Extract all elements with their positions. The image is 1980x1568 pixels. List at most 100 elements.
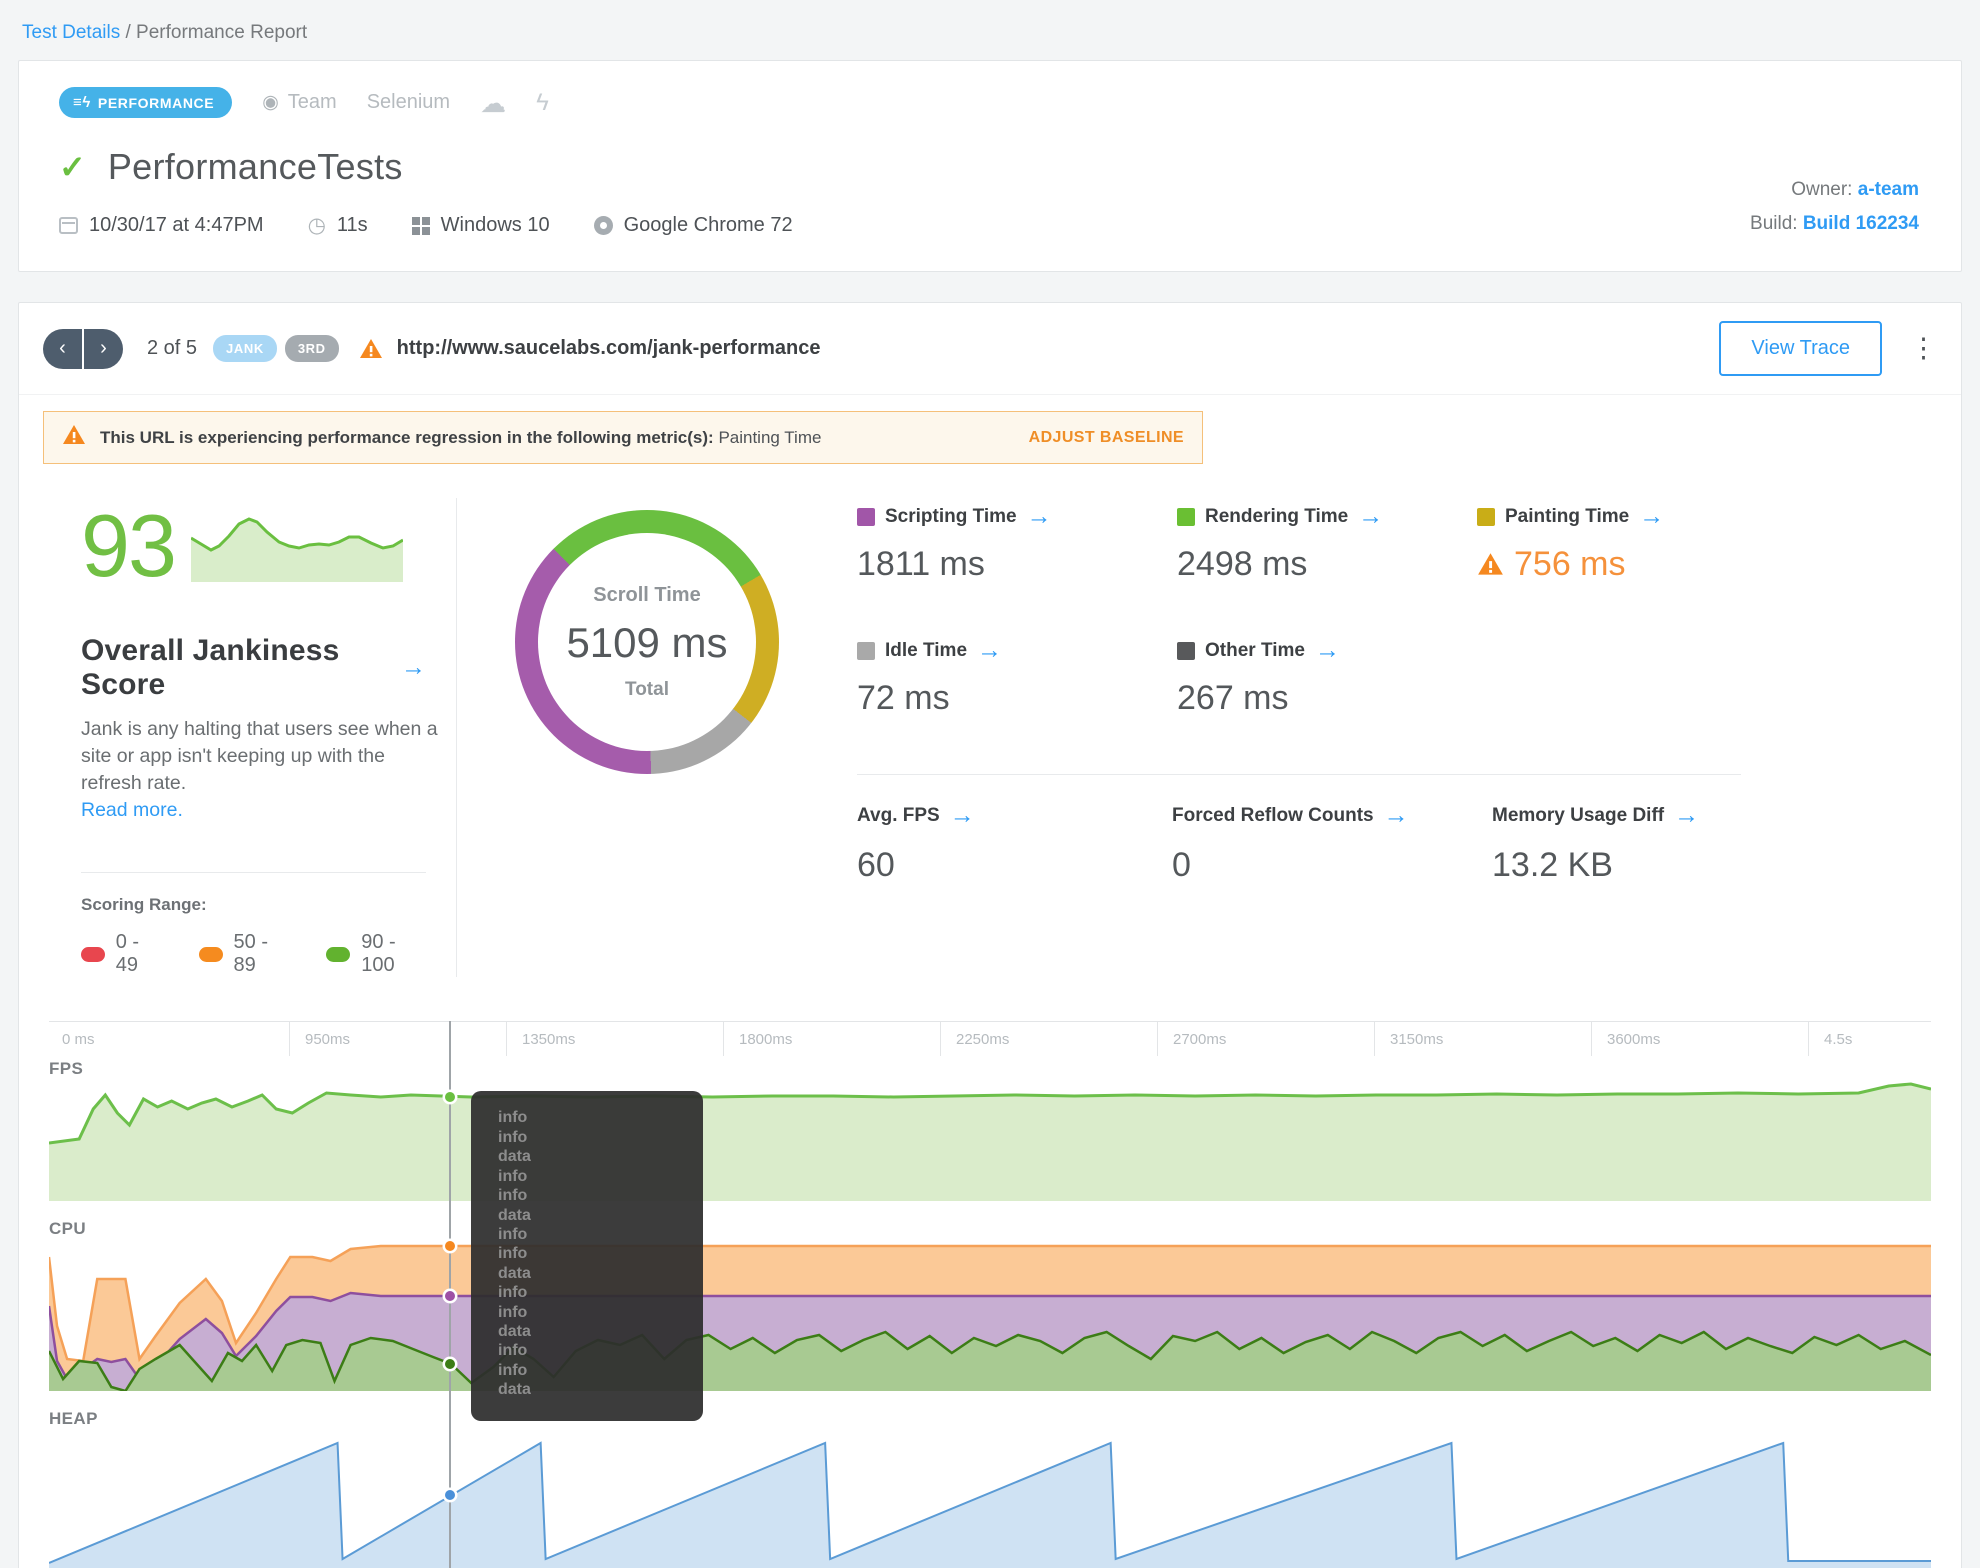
painting-value-row: 756 ms (1477, 545, 1937, 584)
range-high: 90 - 100 (326, 931, 426, 977)
breadcrumb: Test Details / Performance Report (0, 0, 1980, 60)
metrics-column: Scripting Time → 1811 ms Rendering Time … (793, 498, 1937, 977)
passed-check-icon: ✓ (59, 149, 86, 185)
cpu-scripting-cursor-marker (445, 1291, 455, 1302)
timeline-section: 0 ms 950ms 1350ms 1800ms 2250ms 2700ms 3150ms 3… (19, 1021, 1961, 1568)
adjust-baseline-button[interactable]: ADJUST BASELINE (1028, 428, 1184, 446)
cloud-icon: ☁ (480, 87, 507, 118)
url-position: 2 of 5 (147, 337, 198, 359)
forced-reflow-detail-arrow-icon[interactable]: → (1383, 801, 1409, 829)
tooltip-row: data (498, 1148, 531, 1166)
score-divider (81, 872, 426, 874)
breadcrumb-test-details-link[interactable]: Test Details (22, 22, 121, 43)
banner-warning-icon (62, 423, 86, 452)
ruler-tick-line (723, 1022, 724, 1057)
windows-icon (411, 216, 430, 235)
jank-badge: JANK (213, 335, 277, 362)
ruler-tick-line (1157, 1022, 1158, 1057)
ruler-tick-label: 3600ms (1607, 1031, 1661, 1049)
ruler-tick-line (289, 1022, 290, 1057)
regression-banner: This URL is experiencing performance reg… (43, 411, 1203, 464)
pagination-arrows: ‹ › (43, 328, 123, 369)
heap-chart (49, 1431, 1931, 1568)
metric-rendering-time: Rendering Time → 2498 ms (1177, 504, 1477, 584)
scripting-value: 1811 ms (857, 545, 985, 583)
owner-line: Owner: a-team (1750, 173, 1919, 207)
title-row: ✓ PerformanceTests (59, 146, 1921, 188)
idle-swatch (857, 641, 875, 660)
meta-row: 10/30/17 at 4:47PM ◷ 11s Windows 10 Goog… (59, 214, 1921, 237)
metrics-row-2: Idle Time → 72 ms Other Time → 267 ms (857, 638, 1937, 718)
metric-idle-time: Idle Time → 72 ms (857, 638, 1177, 718)
painting-warning-icon (1478, 553, 1503, 575)
badge-row: ≡ϟ PERFORMANCE ◉ Team Selenium ☁ ϟ (59, 87, 1921, 118)
owner-link[interactable]: a-team (1857, 179, 1919, 200)
cpu-other-cursor-marker (445, 1241, 455, 1252)
jankiness-heading-row: Overall Jankiness Score → (81, 634, 426, 702)
scroll-time-donut-column: Scroll Time 5109 ms Total (457, 498, 793, 977)
range-low: 0 - 49 (81, 931, 161, 977)
other-swatch (1177, 641, 1195, 660)
metrics-row-1: Scripting Time → 1811 ms Rendering Time … (857, 504, 1937, 584)
read-more-link[interactable]: Read more. (81, 799, 183, 822)
idle-detail-arrow-icon[interactable]: → (977, 636, 1003, 664)
view-trace-button[interactable]: View Trace (1719, 321, 1882, 376)
memory-diff-detail-arrow-icon[interactable]: → (1674, 801, 1700, 829)
chrome-icon (593, 216, 613, 235)
team-indicator: ◉ Team (262, 91, 337, 114)
jankiness-detail-arrow-icon[interactable]: → (401, 653, 426, 682)
ruler-tick-label: 0 ms (62, 1031, 95, 1049)
url-text: http://www.saucelabs.com/jank-performanc… (396, 337, 821, 359)
jankiness-description: Jank is any halting that users see when … (81, 717, 438, 795)
range-low-label: 0 - 49 (115, 931, 140, 977)
calendar-icon (59, 217, 78, 234)
jankiness-score-value: 93 (81, 496, 177, 595)
other-detail-arrow-icon[interactable]: → (1314, 636, 1340, 664)
meta-browser: Google Chrome 72 (593, 214, 793, 237)
ruler-tick-label: 3150ms (1390, 1031, 1444, 1049)
painting-label: Painting Time (1505, 505, 1630, 527)
donut-total-value: 5109 ms (566, 618, 728, 666)
heap-section-label: HEAP (49, 1409, 98, 1429)
prev-url-button[interactable]: ‹ (43, 328, 82, 369)
timeline-tooltip: info info data info info data info info data info… (471, 1091, 703, 1422)
cpu-chart (49, 1241, 1931, 1392)
fps-cursor-marker (445, 1092, 455, 1103)
idle-value: 72 ms (857, 679, 950, 717)
jankiness-title: Overall Jankiness Score (81, 633, 340, 701)
banner-message: This URL is experiencing performance reg… (100, 428, 821, 448)
third-party-badge: 3RD (284, 335, 339, 362)
test-title: PerformanceTests (107, 146, 403, 187)
rendering-value: 2498 ms (1177, 545, 1308, 583)
metric-avg-fps: Avg. FPS → 60 (857, 803, 1172, 885)
metric-memory-diff: Memory Usage Diff → 13.2 KB (1492, 803, 1937, 885)
performance-badge: ≡ϟ PERFORMANCE (59, 87, 233, 118)
next-url-button[interactable]: › (84, 328, 123, 369)
build-link[interactable]: Build 162234 (1802, 213, 1919, 234)
metric-scripting-time: Scripting Time → 1811 ms (857, 504, 1177, 584)
other-value: 267 ms (1177, 679, 1289, 717)
performance-bolt-icon: ≡ϟ (73, 94, 91, 111)
eye-icon: ◉ (262, 92, 279, 113)
rendering-detail-arrow-icon[interactable]: → (1358, 502, 1384, 530)
score-row: 93 (81, 496, 426, 595)
team-label: Team (287, 91, 337, 113)
metrics-row-3: Avg. FPS → 60 Forced Reflow Counts → 0 (857, 803, 1937, 885)
banner-message-bold: This URL is experiencing performance reg… (100, 427, 714, 447)
other-label: Other Time (1205, 639, 1305, 661)
cpu-section-label: CPU (49, 1219, 87, 1239)
ruler-tick-line (940, 1022, 941, 1057)
meta-browser-value: Google Chrome 72 (623, 214, 793, 236)
kebab-menu-icon[interactable]: ⋮ (1910, 333, 1937, 363)
meta-duration: ◷ 11s (308, 214, 368, 237)
tooltip-row: info (498, 1167, 528, 1185)
timeline-ruler: 0 ms 950ms 1350ms 1800ms 2250ms 2700ms 3150ms 3… (49, 1021, 1931, 1057)
scripting-detail-arrow-icon[interactable]: → (1026, 502, 1052, 530)
avg-fps-detail-arrow-icon[interactable]: → (949, 801, 975, 829)
painting-detail-arrow-icon[interactable]: → (1639, 502, 1665, 530)
rendering-label: Rendering Time (1205, 505, 1349, 527)
fps-chart (49, 1081, 1931, 1202)
scoring-range-legend: 0 - 49 50 - 89 90 - 100 (81, 931, 426, 977)
scoring-range-label: Scoring Range: (81, 895, 207, 915)
